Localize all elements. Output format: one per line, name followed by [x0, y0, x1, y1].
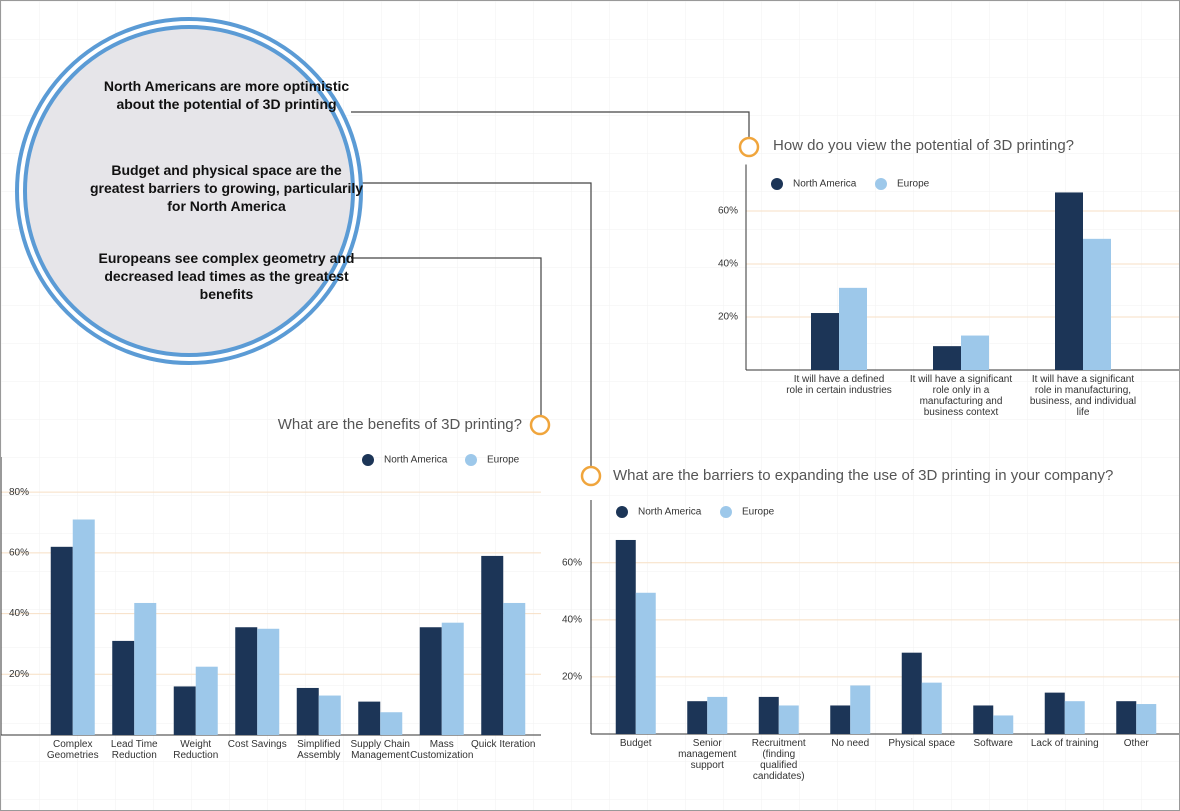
x-tick-label: Other — [1123, 738, 1149, 749]
bar — [1116, 701, 1137, 734]
legend-label: North America — [638, 507, 702, 518]
bar — [1064, 701, 1085, 734]
y-tick-label: 40% — [562, 615, 582, 626]
y-tick-label: 60% — [9, 548, 29, 559]
x-tick-label: Recruitment (finding qualified candidate… — [751, 738, 806, 782]
bar — [380, 712, 403, 735]
x-tick-label: Cost Savings — [227, 739, 287, 750]
bar — [901, 652, 922, 734]
connectors — [351, 111, 750, 467]
callout-text: Europeans see complex geometry and decre… — [98, 250, 355, 302]
x-tick-label: It will have a significant role only in … — [909, 374, 1013, 418]
bar — [358, 701, 381, 735]
bar — [811, 313, 839, 370]
bar — [961, 335, 989, 370]
x-tick-label: It will have a defined role in certain i… — [786, 374, 892, 396]
x-tick-label: Software — [973, 738, 1013, 749]
y-tick-label: 20% — [562, 672, 582, 683]
legend-label: Europe — [897, 179, 930, 190]
callout-text: North Americans are more optimistic abou… — [103, 78, 350, 112]
bar — [318, 695, 341, 735]
bar — [635, 592, 656, 734]
bar — [687, 701, 708, 734]
callout-text: Budget and physical space are the greate… — [89, 162, 364, 214]
bar — [933, 346, 961, 370]
bar — [195, 666, 218, 735]
legend-swatch — [465, 454, 477, 466]
x-tick-label: Quick Iteration — [471, 739, 536, 750]
x-tick-label: Weight Reduction — [173, 739, 219, 761]
bar — [134, 602, 157, 735]
legend-label: Europe — [487, 455, 520, 466]
bar — [758, 696, 779, 734]
bar — [839, 287, 867, 370]
bar — [257, 628, 280, 735]
bar — [615, 539, 636, 734]
chart-title: How do you view the potential of 3D prin… — [773, 137, 1074, 154]
y-tick-label: 40% — [718, 259, 738, 270]
legend-label: North America — [384, 455, 448, 466]
x-tick-label: Lack of training — [1030, 738, 1099, 749]
x-tick-label: Simplified Assembly — [297, 739, 341, 761]
legend-swatch — [362, 454, 374, 466]
bar — [1044, 692, 1065, 734]
y-tick-label: 20% — [718, 312, 738, 323]
y-tick-label: 60% — [562, 557, 582, 568]
x-tick-label: No need — [831, 738, 870, 749]
legend-swatch — [720, 506, 732, 518]
bar — [973, 705, 994, 734]
x-tick-label: Lead Time Reduction — [110, 739, 158, 761]
bar — [481, 555, 504, 735]
title-marker — [529, 414, 551, 436]
bar — [1136, 704, 1157, 734]
chart-title: What are the barriers to expanding the u… — [613, 467, 1113, 484]
bar — [50, 546, 73, 735]
legend-label: Europe — [742, 507, 775, 518]
title-marker — [580, 465, 602, 487]
bar — [778, 705, 799, 734]
chart-title: What are the benefits of 3D printing? — [278, 416, 522, 433]
x-tick-label: Budget — [619, 738, 652, 749]
title-marker — [738, 136, 760, 158]
x-tick-label: Complex Geometries — [46, 739, 99, 761]
bar — [921, 682, 942, 734]
bar — [850, 685, 871, 734]
bar — [296, 687, 319, 735]
bar — [707, 696, 728, 734]
legend-swatch — [616, 506, 628, 518]
legend-label: North America — [793, 179, 857, 190]
x-tick-label: Senior management support — [678, 738, 737, 771]
x-tick-label: It will have a significant role in manuf… — [1029, 374, 1137, 418]
bar — [419, 627, 442, 735]
y-tick-label: 60% — [718, 206, 738, 217]
legend-swatch — [771, 178, 783, 190]
bar — [830, 705, 851, 734]
x-tick-label: Physical space — [888, 738, 956, 749]
legend-swatch — [875, 178, 887, 190]
x-tick-label: Supply Chain Management — [350, 739, 410, 761]
bar — [503, 602, 526, 735]
y-tick-label: 40% — [9, 608, 29, 619]
bar — [112, 640, 135, 735]
bar — [993, 715, 1014, 734]
bar — [1055, 192, 1083, 370]
bar — [1083, 238, 1111, 370]
bar — [72, 519, 95, 735]
bar — [235, 627, 258, 735]
bar — [441, 622, 464, 735]
bar — [173, 686, 196, 735]
x-tick-label: Mass Customization — [410, 739, 474, 761]
y-tick-label: 80% — [9, 487, 29, 498]
y-tick-label: 20% — [9, 669, 29, 680]
callout-circle — [23, 25, 355, 357]
